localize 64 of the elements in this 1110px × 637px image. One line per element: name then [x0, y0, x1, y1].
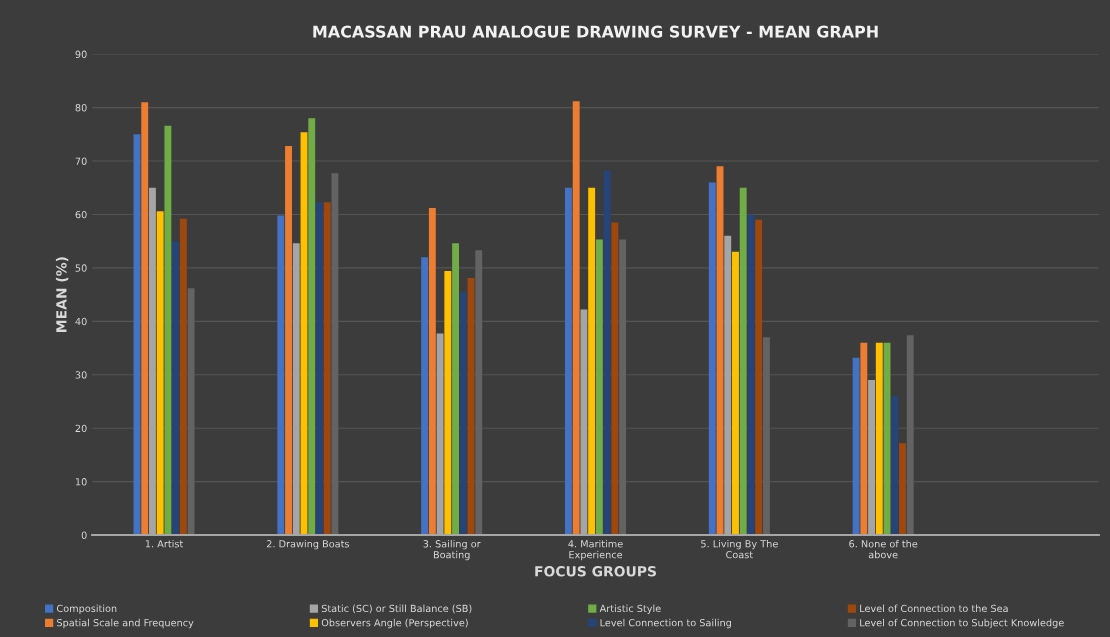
bar — [762, 337, 770, 536]
legend-label: Level of Connection to the Sea — [860, 604, 1008, 613]
chart-title: MACASSAN PRAU ANALOGUE DRAWING SURVEY - MEAN GRAPH — [313, 25, 878, 38]
x-tick-label: 5. Living By The Coast — [701, 539, 778, 559]
y-tick-label: 0 — [81, 531, 87, 539]
x-tick-label: 3. Sailing or Boating — [423, 539, 481, 561]
bar — [708, 182, 716, 536]
bar — [588, 187, 596, 536]
bar — [732, 251, 739, 536]
bar — [475, 250, 483, 536]
y-axis-title: MEAN (%) — [55, 257, 69, 332]
bar — [747, 214, 755, 536]
legend-label: Level of Connection to Subject Knowledge — [860, 618, 1064, 629]
bar — [565, 187, 572, 536]
bar — [172, 241, 180, 536]
legend-label: Static (SC) or Still Balance (SB) — [321, 604, 472, 614]
bar — [421, 257, 429, 536]
bar — [164, 125, 172, 536]
bar — [179, 218, 187, 536]
bar — [755, 219, 763, 536]
bar — [323, 202, 331, 536]
y-tick-label: 40 — [75, 317, 87, 326]
bar — [308, 118, 316, 536]
y-tick-label: 70 — [75, 157, 87, 165]
bar — [331, 173, 339, 536]
bar — [187, 288, 195, 536]
x-tick-label: 4. Maritime Experience — [568, 539, 623, 561]
x-axis-title: FOCUS GROUPS — [535, 566, 656, 577]
y-tick-label: 30 — [75, 371, 87, 379]
bar — [852, 357, 860, 536]
bar — [611, 222, 619, 536]
bar — [141, 102, 149, 536]
bar — [603, 170, 611, 536]
bar — [444, 271, 452, 536]
bar — [739, 187, 747, 536]
bar — [619, 239, 627, 536]
bar — [595, 239, 603, 536]
bar — [906, 335, 914, 536]
bar — [277, 215, 285, 536]
bar — [156, 211, 164, 536]
legend-label: Composition — [56, 604, 117, 614]
x-tick-label: 1. Artist — [145, 539, 184, 548]
x-tick-label: 2. Drawing Boats — [266, 539, 350, 550]
y-tick-label: 60 — [75, 210, 87, 219]
bar — [459, 291, 467, 536]
bar — [452, 243, 460, 536]
legend-label: Spatial Scale and Frequency — [57, 618, 194, 629]
bar — [285, 146, 292, 536]
bar — [572, 101, 580, 536]
y-tick-label: 20 — [75, 424, 87, 433]
bar — [891, 396, 899, 536]
bar — [899, 443, 906, 536]
legend-label: Observers Angle (Perspective) — [321, 618, 468, 629]
y-tick-label: 50 — [75, 264, 87, 272]
x-tick-label: 6. None of the above — [849, 539, 918, 559]
bar — [316, 202, 323, 536]
y-tick-label: 10 — [75, 478, 87, 486]
legend-label: Artistic Style — [599, 604, 661, 614]
bar — [860, 342, 868, 536]
y-tick-label: 90 — [75, 50, 87, 58]
y-tick-label: 80 — [75, 104, 87, 112]
bar — [428, 208, 436, 536]
bar — [875, 342, 883, 536]
legend-label: Level Connection to Sailing — [600, 618, 731, 629]
